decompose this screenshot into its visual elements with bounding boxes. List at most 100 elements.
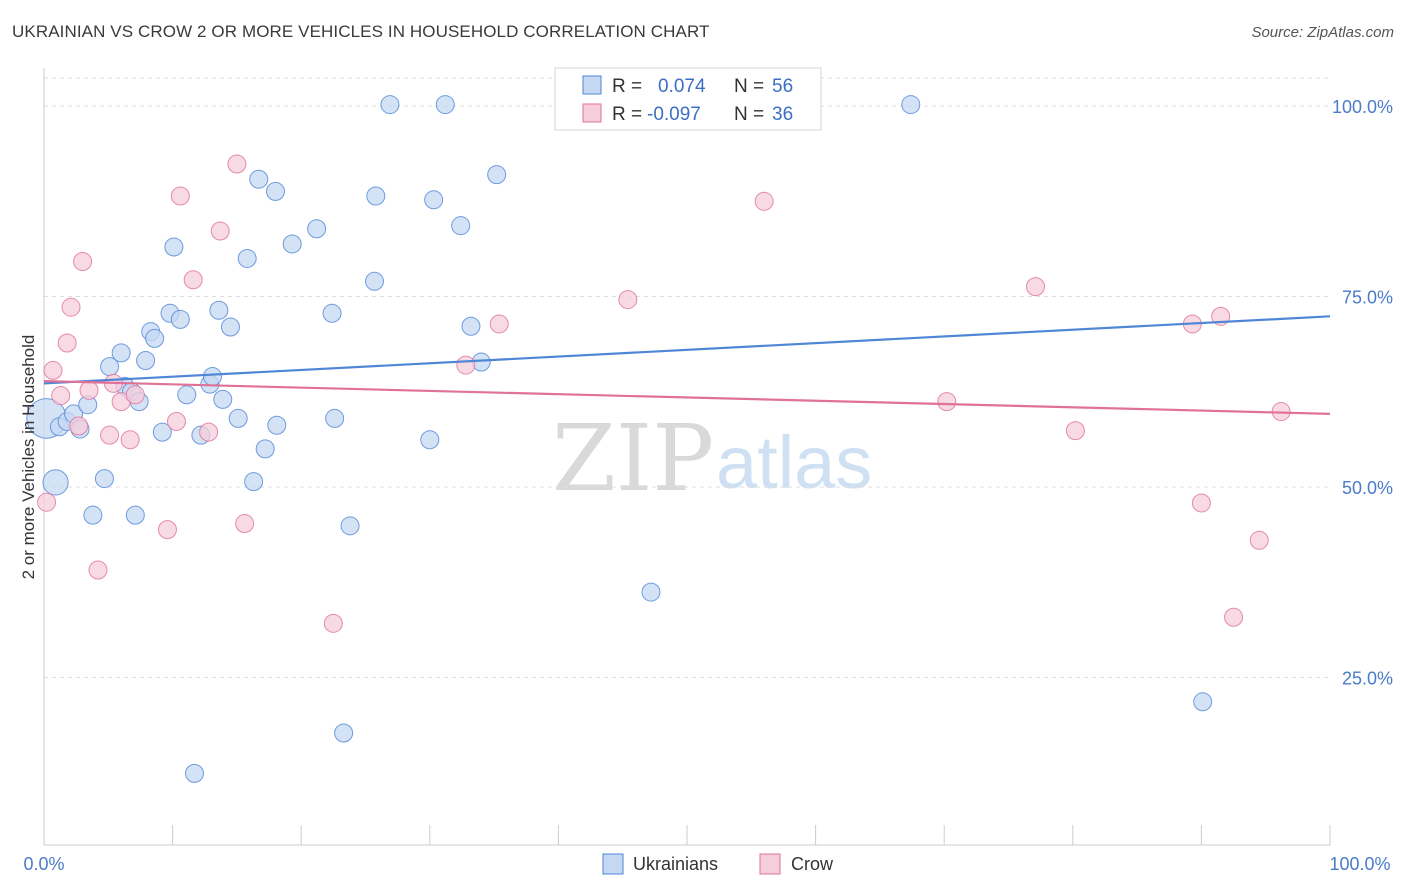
crow-point-14 <box>157 520 177 540</box>
ukrainians-point-30 <box>228 408 248 428</box>
n-label-ukrainians: N = <box>734 76 764 97</box>
ukrainians-point-41 <box>334 723 354 743</box>
crow-point-18 <box>199 422 219 442</box>
ukrainians-point-21 <box>170 309 190 329</box>
crow-point-33 <box>1224 607 1244 627</box>
ukrainians-point-43 <box>365 271 385 291</box>
r-label-crow: R = <box>612 104 642 125</box>
watermark-zip: ZIP <box>552 405 714 512</box>
y-tick-label-25: 25.0% <box>1342 668 1393 688</box>
ukrainians-point-13 <box>125 505 145 525</box>
crow-point-21 <box>235 514 255 534</box>
trend-lines <box>43 315 1331 415</box>
crow-point-16 <box>170 186 190 206</box>
ukrainians-point-47 <box>424 190 444 210</box>
ukrainians-point-46 <box>420 430 440 450</box>
ukrainians-point-42 <box>340 516 360 536</box>
crow-point-22 <box>323 613 343 633</box>
crow-point-19 <box>210 221 230 241</box>
ukrainians-point-52 <box>487 165 507 185</box>
ukrainians-point-32 <box>244 472 264 492</box>
crow-point-6 <box>73 251 93 271</box>
ukrainians-point-44 <box>366 186 386 206</box>
ukrainians-point-45 <box>380 95 400 115</box>
ukrainians-point-10 <box>111 343 131 363</box>
crow-point-26 <box>754 191 774 211</box>
ukrainians-point-39 <box>322 303 342 323</box>
legend-label-crow: Crow <box>791 854 834 874</box>
r-value-crow: -0.097 <box>647 104 701 125</box>
crow-point-27 <box>937 392 957 412</box>
crow-point-2 <box>51 386 71 406</box>
x-tick-label-max: 100.0% <box>1329 854 1390 874</box>
ukrainians-point-53 <box>641 582 661 602</box>
y-tick-label-75: 75.0% <box>1342 288 1393 308</box>
crow-point-34 <box>1249 530 1269 550</box>
ukrainians-point-36 <box>267 415 287 435</box>
source-credit: Source: ZipAtlas.com <box>1251 24 1394 41</box>
series-legend: Ukrainians Crow <box>602 853 834 875</box>
ukrainians-point-40 <box>325 408 345 428</box>
crow-point-13 <box>125 385 145 405</box>
n-label-crow: N = <box>734 104 764 125</box>
r-label-ukrainians: R = <box>612 76 642 97</box>
ukrainians-point-17 <box>145 328 165 348</box>
y-tick-label-100: 100.0% <box>1332 97 1393 117</box>
crow-point-3 <box>57 333 77 353</box>
crow-point-23 <box>456 355 476 375</box>
y-tick-label-50: 50.0% <box>1342 478 1393 498</box>
stats-legend: R = 0.074 N = 56 R = -0.097 N = 36 <box>554 67 822 131</box>
x-tick-label-min: 0.0% <box>23 854 64 874</box>
ukrainians-point-48 <box>435 95 455 115</box>
ukrainians-point-55 <box>1193 692 1213 712</box>
crow-point-8 <box>88 560 108 580</box>
ukrainians-point-50 <box>461 316 481 336</box>
crow-point-25 <box>618 290 638 310</box>
watermark-atlas: atlas <box>716 421 872 504</box>
ukrainians-point-31 <box>237 248 257 268</box>
crow-point-5 <box>69 416 89 436</box>
crow-point-24 <box>489 314 509 334</box>
ukrainians-point-15 <box>136 351 156 371</box>
ukrainians-point-28 <box>213 389 233 409</box>
crow-point-31 <box>1191 493 1211 513</box>
crow-point-0 <box>37 492 57 512</box>
crow-point-7 <box>79 380 99 400</box>
crow-legend-swatch <box>582 103 602 123</box>
ukrainians-point-8 <box>94 469 114 489</box>
chart-title: UKRAINIAN VS CROW 2 OR MORE VEHICLES IN … <box>12 22 710 41</box>
ukrainians-trend-line <box>43 315 1331 385</box>
r-value-ukrainians: 0.074 <box>658 76 706 97</box>
ukrainians-point-49 <box>451 216 471 236</box>
ukrainians-point-54 <box>901 95 921 115</box>
ukrainians-point-34 <box>255 439 275 459</box>
ukrainians-point-26 <box>202 367 222 387</box>
crow-point-9 <box>100 425 120 445</box>
n-value-crow: 36 <box>772 104 793 125</box>
crow-point-12 <box>120 430 140 450</box>
ukrainians-point-33 <box>249 169 269 189</box>
crow-point-20 <box>227 154 247 174</box>
ukrainians-point-20 <box>164 237 184 257</box>
ukrainians-point-23 <box>184 763 204 783</box>
crow-point-1 <box>43 360 63 380</box>
y-axis-label: 2 or more Vehicles in Household <box>19 335 38 580</box>
ukrainians-point-22 <box>177 385 197 405</box>
crow-point-4 <box>61 297 81 317</box>
legend-swatch-ukrainians <box>602 853 624 875</box>
crow-trend-line <box>43 379 1331 415</box>
crow-point-29 <box>1065 421 1085 441</box>
ukrainians-point-35 <box>265 181 285 201</box>
ukrainians-point-29 <box>220 317 240 337</box>
ukrainians-point-7 <box>83 505 103 525</box>
ukrainians-point-38 <box>307 219 327 239</box>
ukrainians-point-1 <box>42 469 69 496</box>
crow-point-17 <box>183 270 203 290</box>
ukrainians-point-18 <box>152 422 172 442</box>
ukrainians-point-27 <box>209 300 229 320</box>
x-ticks <box>43 825 1331 845</box>
ukrainians-legend-swatch <box>582 75 602 95</box>
n-value-ukrainians: 56 <box>772 76 793 97</box>
y-tick-labels: 100.0% 75.0% 50.0% 25.0% <box>1332 97 1393 688</box>
